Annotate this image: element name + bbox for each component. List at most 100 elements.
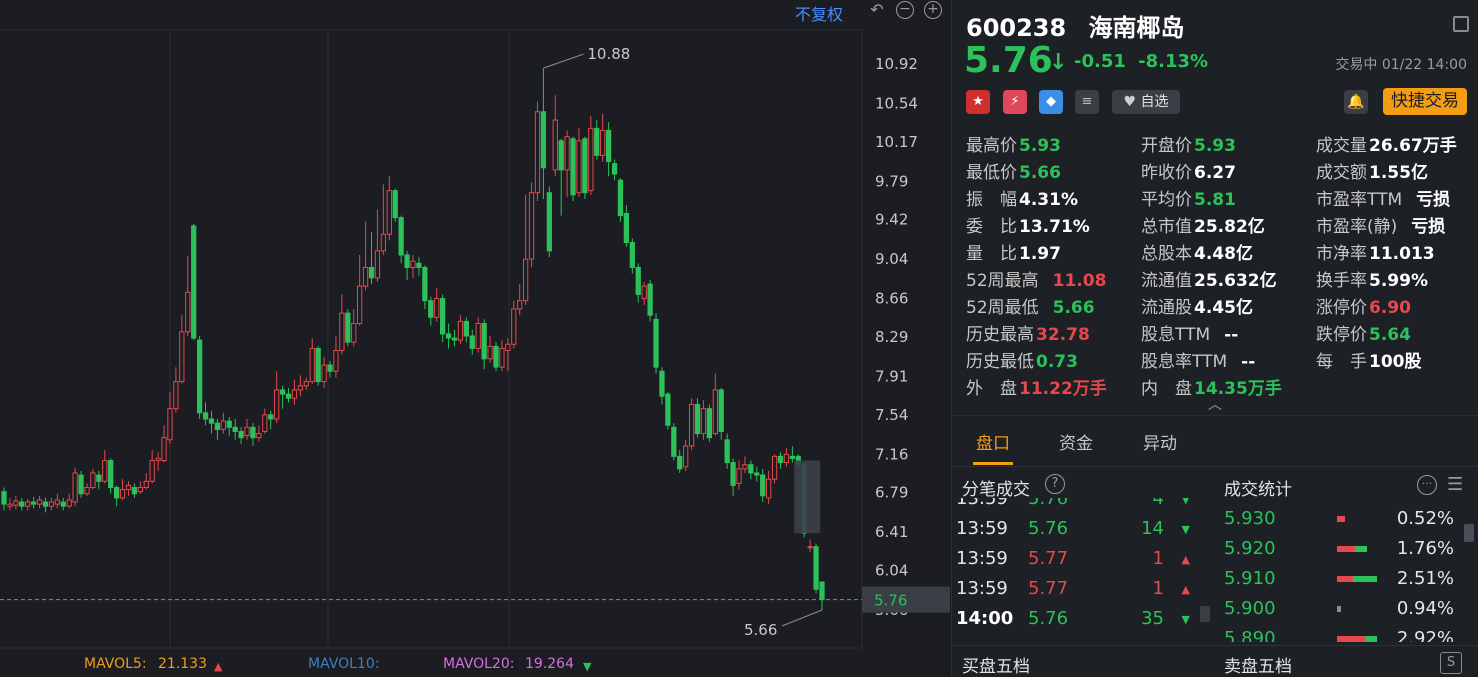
stat-item: 昨收价 6.27 [1141,158,1236,183]
stat-label: 市净率 [1316,244,1367,264]
lightning-icon[interactable]: ⚡ [1003,90,1027,114]
y-tick-label: 9.42 [875,211,908,229]
tab-funds[interactable]: 资金 [1059,434,1093,454]
down-arrow-icon: ▼ [1181,613,1190,626]
y-tick-label: 9.04 [875,250,908,268]
candle-body [42,501,49,507]
tag-icon[interactable]: ◆ [1039,90,1063,114]
zoom-out-icon[interactable]: − [896,1,914,19]
more-icon[interactable]: ··· [1417,475,1437,495]
buy-volume-bar [1337,576,1353,582]
s-icon[interactable]: S [1440,652,1462,674]
candle-body [706,408,713,439]
kline-chart-area[interactable]: 10.92 10.54 10.17 9.79 9.42 9.04 8.66 8.29 7.91 7… [0,0,950,676]
tick-vol: 1 [1152,578,1164,599]
stock-code: 600238 [966,14,1067,42]
tab-orderbook[interactable]: 盘口 [976,434,1010,454]
candle-body [268,414,274,420]
candle-body [60,501,66,507]
note-icon[interactable]: ≡ [1075,90,1099,114]
stat-item: 涨停价 6.90 [1316,293,1411,318]
bell-icon[interactable]: 🔔 [1344,90,1368,114]
stat-label: 委 比 [966,217,1017,237]
stat-label: 每 手 [1316,352,1367,372]
ticks-scrollbar[interactable] [1200,606,1210,622]
stat-item: 52周最高 11.08 [966,266,1106,291]
tick-row: 13:59 5.76 14 ▼ [956,518,1196,548]
candle-body [220,420,226,430]
price-change: -0.51 -8.13% [1074,51,1208,72]
candle-body [232,426,238,432]
candle-body [256,433,262,439]
candle-body [149,460,155,482]
stat-value: 100股 [1369,352,1422,372]
candle-body [96,474,102,482]
sell5-title: 卖盘五档 [1224,657,1292,677]
sell-volume-bar [1355,546,1367,552]
tick-price: 5.76 [1028,608,1069,629]
mavol20-down-arrow-icon: ▼ [583,660,592,673]
stat-label: 市盈率TTM [1316,190,1403,210]
stat-item: 总市值 25.82亿 [1141,212,1265,237]
tick-price: 5.77 [1028,548,1069,569]
china-flag-icon[interactable]: ★ [966,90,990,114]
candle-body [202,412,209,420]
tick-time: 13:59 [956,498,1008,509]
candle-body [333,349,339,372]
layout-icon[interactable] [1453,16,1469,32]
buy5-title: 买盘五档 [962,657,1030,677]
active-tab-indicator [973,462,1013,465]
volume-stats-list[interactable]: 5.930 0.52% 5.920 1.76% 5.910 2.51% 5.900 0.94%… [1222,504,1472,642]
quick-trade-button[interactable]: 快捷交易 [1383,88,1467,115]
stat-item: 52周最低 5.66 [966,293,1095,318]
list-menu-icon[interactable]: ☰ [1447,474,1464,495]
volume-stat-percent: 1.76% [1396,538,1454,559]
stat-value: 11.013 [1369,244,1435,264]
stat-label: 市盈率(静) [1316,217,1398,237]
candle-body [671,426,677,457]
candle-body [451,337,458,341]
kline-chart[interactable]: 10.92 10.54 10.17 9.79 9.42 9.04 8.66 8.29 7.91 7… [0,0,950,676]
candle-body [511,308,517,345]
zoom-in-icon[interactable]: + [924,1,942,19]
volume-stats-scrollbar[interactable] [1464,524,1474,542]
stat-item: 委 比 13.71% [966,212,1090,237]
candle-body [594,127,600,156]
stat-item: 平均价 5.81 [1141,185,1236,210]
stat-label: 跌停价 [1316,325,1367,345]
candle-body [19,501,25,507]
candle-body [54,499,60,505]
candle-body [90,472,96,489]
candle-body [386,190,392,235]
candle-body [582,138,588,194]
stat-item: 开盘价 5.93 [1141,131,1236,156]
stat-value: 5.66 [1019,163,1061,183]
candle-body [771,455,778,480]
undo-icon[interactable]: ↶ [870,0,884,19]
stat-value: 5.66 [1052,298,1095,318]
collapse-chevron-icon[interactable]: ︿ [1208,397,1222,413]
y-tick-label: 10.17 [875,133,918,151]
candle-body [688,403,695,447]
stock-name: 海南椰岛 [1088,14,1185,42]
stat-label: 总股本 [1141,244,1192,264]
candle-body [185,291,191,333]
stat-label: 涨停价 [1316,298,1367,318]
add-watchlist-button[interactable]: ♥ 自选 [1112,90,1180,114]
candle-body [499,347,505,368]
candle-body [78,474,84,495]
tab-alerts[interactable]: 异动 [1143,434,1177,454]
ticks-list[interactable]: 13:59 5.76 4 ▼ 13:59 5.76 14 ▼ 13:59 5.77 1 ▲ 13:59 5… [956,498,1196,642]
adjust-mode-button[interactable]: 不复权 [795,5,844,24]
candle-body [528,192,535,260]
candle-body [262,414,268,432]
stat-value: 4.31% [1019,190,1078,210]
stat-value: 4.48亿 [1194,244,1253,264]
candle-body [629,242,635,268]
stat-item: 振 幅 4.31% [966,185,1078,210]
candle-body [345,312,351,343]
help-icon[interactable]: ? [1045,474,1065,494]
stat-item: 成交量 26.67万手 [1316,131,1457,156]
candle-body [611,163,618,175]
candle-body [398,217,404,256]
